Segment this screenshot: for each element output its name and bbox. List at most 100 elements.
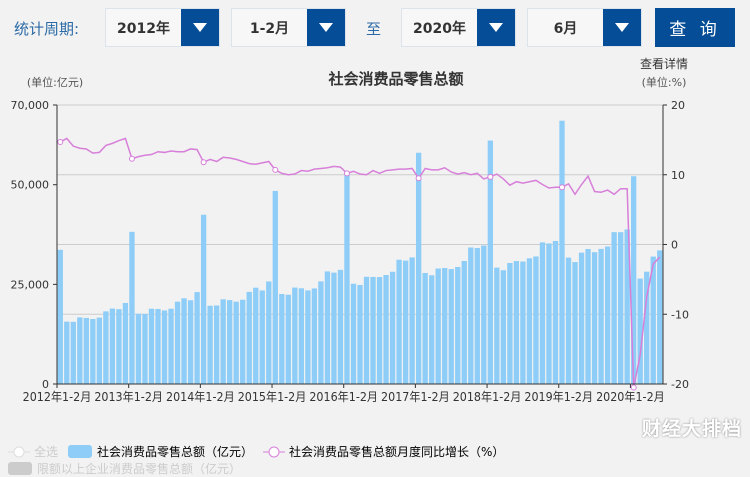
legend-swatch: [8, 462, 32, 475]
legend-label: 社会消费品零售总额月度同比增长（%）: [289, 445, 505, 459]
bar: [103, 311, 109, 384]
bar: [194, 292, 200, 384]
bar: [311, 288, 318, 384]
line-point: [487, 173, 494, 180]
bar: [324, 271, 331, 384]
bar: [611, 232, 617, 384]
legend-select-all[interactable]: 全选: [8, 443, 58, 460]
bar: [396, 259, 402, 384]
legend-label: 全选: [34, 445, 59, 459]
bar: [77, 317, 83, 384]
detail-link[interactable]: 查看详情: [640, 56, 688, 71]
start-year-value: 2012年: [117, 20, 170, 37]
bar: [474, 248, 480, 384]
bar: [631, 176, 637, 384]
bar: [448, 269, 454, 384]
chevron-down-icon[interactable]: [181, 9, 219, 46]
bar: [279, 294, 285, 384]
bar: [500, 270, 507, 384]
right-unit: (单位:%): [642, 75, 687, 89]
bar: [494, 267, 500, 384]
bar: [90, 318, 96, 384]
x-tick-label: 2015年1-2月: [238, 390, 307, 404]
chart: 社会消费品零售总额 (单位:亿元) 查看详情 (单位:%) -20 -10 0 10 2…: [11, 56, 689, 404]
bar: [298, 288, 305, 384]
legend-bar-series[interactable]: 社会消费品零售总额（亿元）: [68, 443, 253, 460]
bar: [233, 301, 239, 384]
start-month-value: 1-2月: [249, 20, 290, 37]
filter-bar: 统计周期: 2012年 1-2月 至 2020年 6月 查 询: [0, 8, 750, 48]
bar: [389, 271, 396, 384]
bar: [539, 242, 546, 384]
start-year-select[interactable]: 2012年: [105, 8, 220, 47]
bar: [83, 317, 89, 384]
left-tick-label: 50,000: [11, 179, 50, 192]
bar: [487, 140, 493, 384]
start-month-select[interactable]: 1-2月: [231, 8, 346, 47]
bar: [644, 271, 650, 384]
bar: [598, 248, 604, 384]
watermark: 财经大排档: [641, 418, 742, 440]
bar: [220, 299, 226, 384]
bar: [468, 247, 474, 384]
bar: [435, 268, 441, 384]
bar: [350, 283, 357, 384]
chart-title: 社会消费品零售总额: [327, 70, 463, 88]
left-tick-label: 70,000: [11, 99, 50, 112]
bar: [513, 261, 520, 384]
x-tick-label: 2018年1-2月: [453, 390, 522, 404]
query-button[interactable]: 查 询: [655, 8, 735, 47]
bar: [617, 232, 624, 384]
bar: [402, 260, 409, 384]
legend-line-series[interactable]: 社会消费品零售总额月度同比增长（%）: [263, 443, 504, 460]
bar: [318, 281, 324, 384]
line-point: [272, 166, 279, 173]
bar: [357, 284, 363, 384]
bar: [135, 313, 142, 384]
legend-label: 社会消费品零售总额（亿元）: [97, 445, 254, 459]
legend: 全选 社会消费品零售总额（亿元） 社会消费品零售总额月度同比增长（%） 限额以上…: [8, 443, 744, 477]
bar: [305, 290, 311, 384]
bar: [227, 300, 233, 384]
bar: [187, 300, 194, 384]
x-tick-label: 2016年1-2月: [309, 390, 378, 404]
chevron-down-icon[interactable]: [477, 9, 515, 46]
legend-swatch: [68, 445, 93, 458]
bar: [559, 120, 565, 385]
bar: [168, 308, 174, 384]
bar: [637, 278, 643, 384]
left-tick-label: 0: [42, 378, 49, 391]
bar: [552, 240, 559, 384]
left-unit: (单位:亿元): [27, 75, 83, 89]
right-tick-label: -10: [671, 308, 689, 321]
bar: [181, 298, 187, 384]
chevron-down-icon[interactable]: [603, 9, 641, 46]
bar: [624, 229, 630, 384]
period-label: 统计周期:: [14, 20, 80, 38]
bar: [565, 257, 572, 384]
x-tick-label: 2013年1-2月: [94, 390, 163, 404]
end-year-select[interactable]: 2020年: [401, 8, 516, 47]
bar: [161, 310, 168, 384]
bar: [520, 261, 526, 384]
bar: [240, 299, 246, 384]
bar: [344, 174, 350, 384]
bar: [64, 321, 70, 384]
bar: [292, 287, 298, 384]
right-tick-label: -20: [671, 378, 689, 391]
bar: [96, 317, 103, 384]
x-tick-label: 2012年1-2月: [23, 390, 92, 404]
chevron-down-icon[interactable]: [307, 9, 345, 46]
bar: [155, 308, 161, 384]
bar: [207, 305, 213, 384]
bar: [409, 257, 415, 384]
bar: [266, 281, 272, 384]
end-month-value: 6月: [553, 20, 578, 37]
bar: [259, 290, 265, 384]
bar: [591, 252, 598, 384]
bar: [70, 321, 76, 384]
line-point: [415, 175, 422, 182]
end-month-select[interactable]: 6月: [527, 8, 642, 47]
bar: [285, 294, 291, 384]
legend-disabled-series[interactable]: 限额以上企业消费品零售总额（亿元）: [8, 460, 241, 477]
